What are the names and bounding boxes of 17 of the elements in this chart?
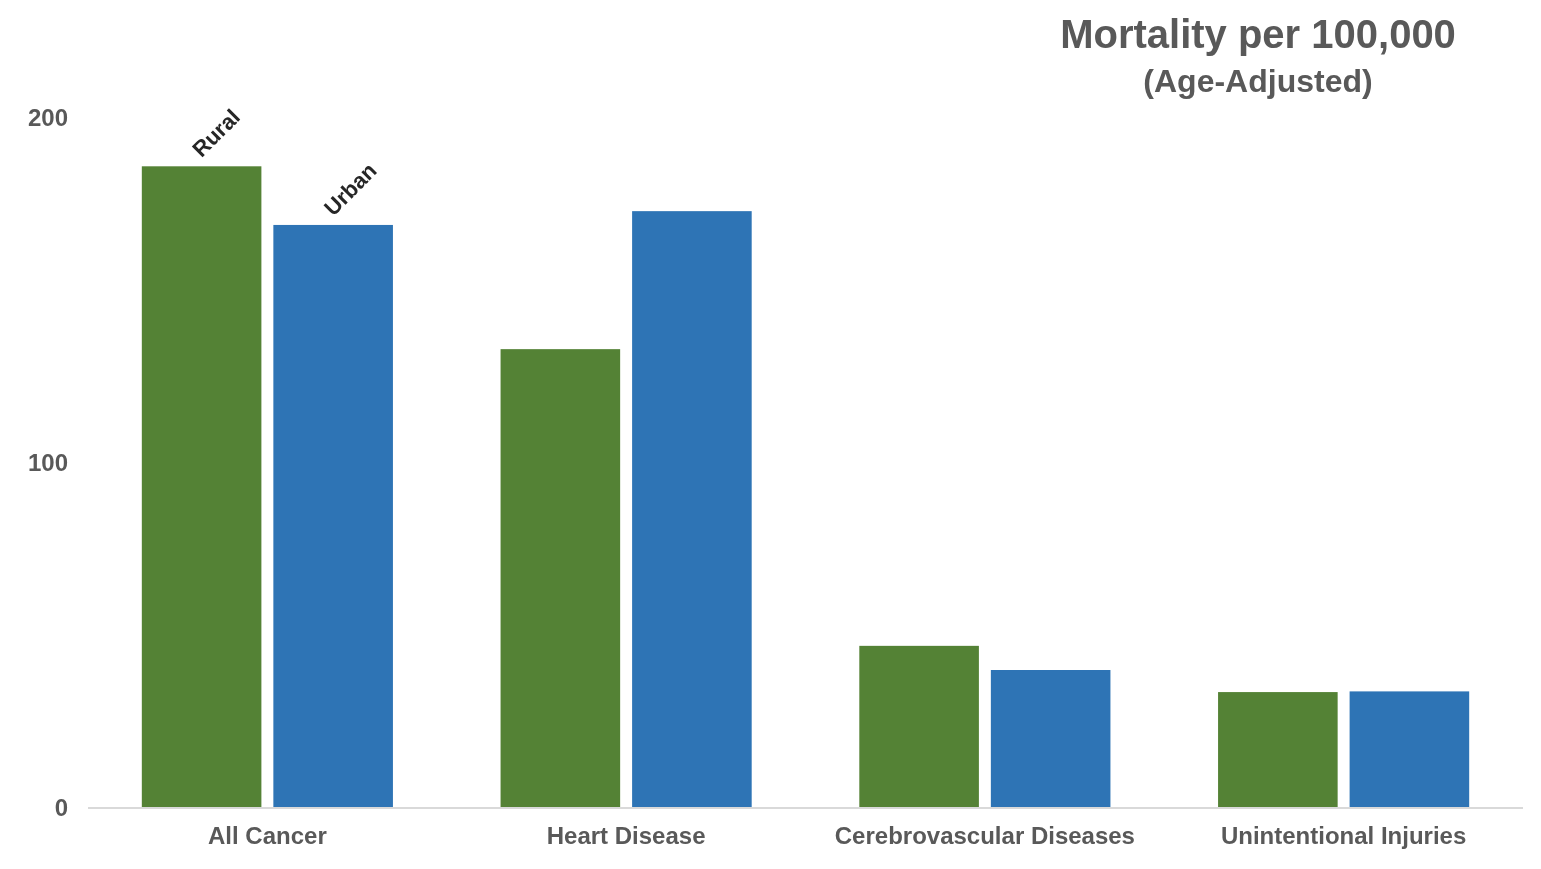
chart-title: Mortality per 100,000 <box>1060 12 1456 56</box>
bar <box>273 224 393 808</box>
chart-subtitle: (Age-Adjusted) <box>1143 63 1373 99</box>
x-tick-label: All Cancer <box>208 822 327 849</box>
bar <box>1218 692 1338 808</box>
y-tick-label: 100 <box>27 449 68 477</box>
y-tick-label: 200 <box>27 104 68 132</box>
bar <box>141 166 262 808</box>
y-tick-label: 0 <box>54 794 68 822</box>
bar <box>500 349 621 808</box>
x-tick-label: Unintentional Injuries <box>1220 822 1467 849</box>
bar <box>990 670 1111 808</box>
x-tick-label: Heart Disease <box>546 822 706 849</box>
bar <box>859 645 979 808</box>
bar <box>632 211 752 808</box>
bar <box>1349 691 1470 808</box>
x-tick-label: Cerebrovascular Diseases <box>834 822 1135 849</box>
